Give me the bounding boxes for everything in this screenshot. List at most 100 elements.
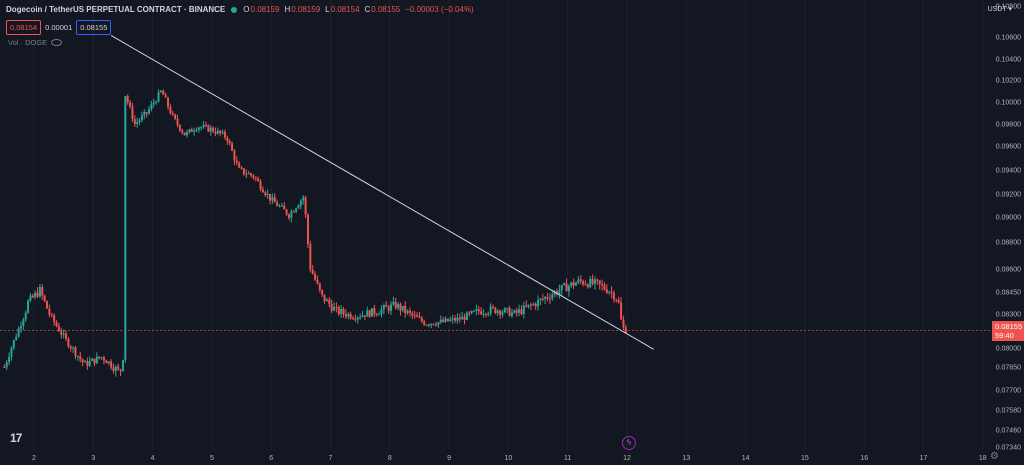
candle-body <box>29 295 32 301</box>
candle-body <box>333 306 336 311</box>
candle-body <box>437 322 440 326</box>
candle-body <box>88 360 91 366</box>
candle-body <box>152 102 155 105</box>
candle-body <box>140 115 143 121</box>
candle-body <box>508 308 511 317</box>
candle-body <box>259 181 262 190</box>
candle-body <box>107 361 110 364</box>
currency-selector[interactable]: USDT ▾ <box>987 6 1012 13</box>
y-tick-label: 0.07580 <box>996 408 1021 415</box>
y-tick-label: 0.09600 <box>996 144 1021 151</box>
tradingview-logo[interactable]: 17 <box>10 431 22 445</box>
candle-body <box>304 197 307 215</box>
ohlc-open-key: O <box>243 5 250 14</box>
candle-body <box>527 304 530 307</box>
candle-body <box>50 314 53 316</box>
candle-body <box>34 292 37 298</box>
candle-body <box>280 205 283 207</box>
x-tick-label: 17 <box>920 455 928 462</box>
candle-body <box>515 310 518 313</box>
candle-body <box>513 310 516 313</box>
candle-body <box>612 292 615 300</box>
candle-body <box>608 291 611 293</box>
sell-button[interactable]: 0.08154 <box>6 20 42 35</box>
candle-body <box>380 309 383 315</box>
candle-body <box>439 319 442 323</box>
candle-body <box>584 284 587 286</box>
candle-body <box>475 309 478 311</box>
candle-body <box>219 130 222 134</box>
candle-body <box>558 290 561 295</box>
bar-countdown: 59:40 <box>995 331 1014 340</box>
candle-body <box>117 366 120 370</box>
candle-body <box>27 300 30 313</box>
symbol-title[interactable]: Dogecoin / TetherUS PERPETUAL CONTRACT ·… <box>6 5 226 14</box>
candle-body <box>129 102 132 107</box>
ohlc-change: −0.00003 (−0.04%) <box>405 5 474 14</box>
candle-body <box>404 305 407 314</box>
candle-body <box>169 106 172 114</box>
candle-body <box>245 174 248 176</box>
candle-body <box>375 314 378 316</box>
candle-body <box>148 109 151 114</box>
candle-body <box>311 269 314 274</box>
x-tick-label: 9 <box>447 455 451 462</box>
candle-body <box>565 283 568 292</box>
flash-event-icon[interactable]: ϟ <box>622 436 636 450</box>
candle-body <box>69 346 72 349</box>
candle-body <box>145 111 148 114</box>
y-tick-label: 0.07850 <box>996 365 1021 372</box>
candle-body <box>83 361 86 363</box>
candle-body <box>183 132 186 136</box>
x-tick-label: 7 <box>329 455 333 462</box>
candle-body <box>347 314 350 317</box>
buy-button[interactable]: 0.08155 <box>76 20 112 35</box>
candle-body <box>354 318 357 320</box>
candle-body <box>406 310 409 314</box>
candle-body <box>518 309 521 313</box>
candle-body <box>330 304 333 311</box>
candle-body <box>136 122 139 125</box>
candle-body <box>582 281 585 285</box>
candle-body <box>209 127 212 132</box>
candle-body <box>112 367 115 371</box>
candle-body <box>48 308 51 315</box>
candle-body <box>240 167 243 169</box>
ohlc-open: 0.08159 <box>250 5 280 14</box>
candle-body <box>572 282 575 286</box>
candle-body <box>159 90 162 93</box>
volume-indicator[interactable]: Vol · DOGE <box>8 38 63 47</box>
candle-body <box>570 282 573 286</box>
candle-body <box>65 333 68 339</box>
candle-body <box>124 95 127 361</box>
candle-body <box>5 362 8 368</box>
candle-body <box>389 304 392 311</box>
candle-body <box>216 130 219 134</box>
candle-body <box>143 111 146 116</box>
settings-gear-icon[interactable]: ⚙ <box>990 451 999 462</box>
candle-body <box>167 97 170 107</box>
candle-body <box>150 104 153 110</box>
eye-hidden-icon[interactable] <box>51 39 63 46</box>
candle-body <box>425 324 428 326</box>
candle-body <box>620 302 623 320</box>
candle-body <box>408 310 411 313</box>
candle-body <box>427 324 430 326</box>
candle-body <box>544 297 547 299</box>
candle-body <box>465 312 468 320</box>
candle-body <box>46 300 49 309</box>
candle-body <box>454 318 457 321</box>
candle-body <box>510 312 513 317</box>
candle-body <box>482 313 485 315</box>
candle-body <box>41 286 44 296</box>
candle-body <box>57 326 60 332</box>
trendline[interactable] <box>110 35 654 350</box>
candle-body <box>86 361 89 366</box>
candle-body <box>174 114 177 119</box>
candle-body <box>38 286 41 297</box>
candle-body <box>491 306 494 308</box>
candle-body <box>190 129 193 132</box>
candle-body <box>252 175 255 178</box>
spread-value: 0.00001 <box>45 23 73 32</box>
